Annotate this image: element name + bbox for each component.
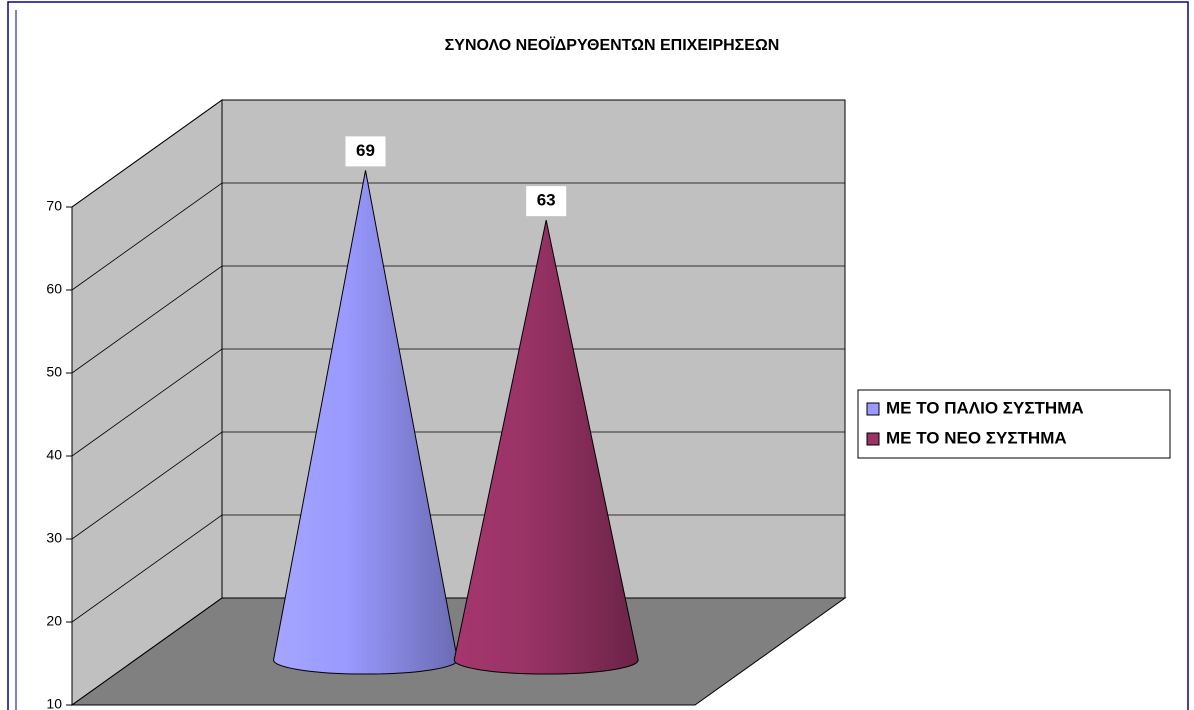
y-tick-label: 50 (46, 364, 62, 380)
grid-line (71, 597, 845, 706)
cone (273, 170, 459, 675)
y-tick-label: 60 (46, 281, 62, 297)
grid-line (71, 514, 845, 623)
data-label-box (345, 136, 386, 167)
legend-label: ΜΕ ΤΟ ΠΑΛΙΟ ΣΥΣΤΗΜΑ (886, 398, 1084, 417)
legend-box (857, 389, 1171, 459)
legend-swatch (866, 402, 880, 416)
chart-title: ΣΥΝΟΛΟ ΝΕΟΪΔΡΥΘΕΝΤΩΝ ΕΠΙΧΕΙΡΗΣΕΩΝ (445, 36, 780, 54)
data-label: 63 (537, 191, 556, 210)
grid-line (71, 182, 845, 291)
legend-label: ΜΕ ΤΟ ΝΕΟ ΣΥΣΤΗΜΑ (886, 428, 1067, 447)
y-tick-label: 20 (46, 613, 62, 629)
y-tick-label: 40 (46, 447, 62, 463)
y-tick-label: 10 (46, 696, 62, 710)
grid-line (71, 431, 845, 540)
grid-line (71, 265, 845, 374)
grid-line (71, 99, 845, 208)
legend-swatch (866, 432, 880, 446)
cone (453, 220, 639, 675)
y-tick-label: 70 (46, 198, 62, 214)
data-label-box (526, 186, 567, 217)
grid-line (71, 348, 845, 457)
data-label: 69 (356, 141, 375, 160)
y-tick-label: 30 (46, 530, 62, 546)
